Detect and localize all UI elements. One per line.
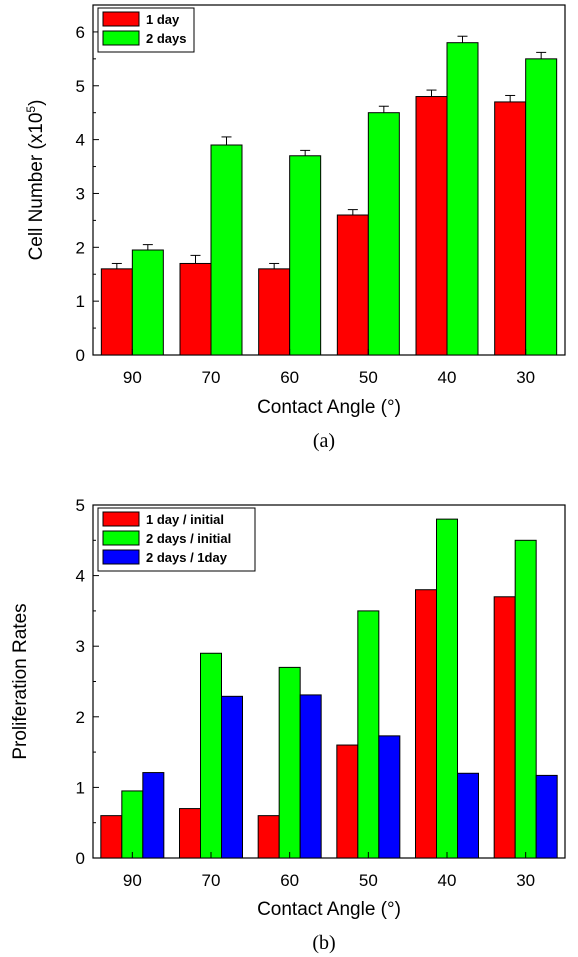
y-axis-title-superscript: 5 bbox=[24, 106, 38, 113]
bar-2-days-1day-30 bbox=[535, 774, 558, 859]
bar-1-day-initial-30 bbox=[493, 596, 516, 859]
bar-1-day-50 bbox=[336, 214, 369, 356]
y-axis-title-main: Proliferation Rates bbox=[10, 603, 31, 759]
bar-2-days-initial-90 bbox=[121, 790, 144, 859]
legend-swatch bbox=[102, 30, 140, 46]
y-tick-label: 6 bbox=[76, 23, 85, 42]
x-tick-label: 50 bbox=[359, 871, 378, 890]
y-tick-label: 5 bbox=[76, 496, 85, 515]
y-tick-label: 1 bbox=[76, 292, 85, 311]
bar-1-day-40 bbox=[415, 96, 448, 356]
y-axis-title-main: Cell Number (x10 bbox=[26, 113, 47, 261]
x-tick-label: 60 bbox=[280, 368, 299, 387]
y-tick-label: 5 bbox=[76, 77, 85, 96]
bar-1-day-60 bbox=[258, 268, 291, 356]
bar-2-days-40 bbox=[446, 42, 479, 356]
y-tick-label: 0 bbox=[76, 346, 85, 365]
y-axis-title: Proliferation Rates bbox=[10, 603, 31, 759]
bar-2-days-initial-30 bbox=[514, 539, 537, 859]
bar-2-days-50 bbox=[367, 112, 400, 356]
chart-a: 0 1 2 3 4 5 6 90 70 60 50 40 30 Contact Angle (°) Cell… bbox=[24, 4, 566, 452]
y-tick-label: 2 bbox=[76, 708, 85, 727]
legend-label: 2 days / initial bbox=[146, 531, 231, 546]
bar-1-day-30 bbox=[494, 101, 527, 356]
y-axis-title-tail: ) bbox=[26, 100, 47, 106]
y-tick-label: 0 bbox=[76, 849, 85, 868]
bar-1-day-initial-70 bbox=[179, 808, 201, 859]
y-tick-label: 4 bbox=[76, 567, 85, 586]
legend-label: 1 day bbox=[146, 12, 180, 27]
x-tick-label: 90 bbox=[123, 368, 142, 387]
y-tick-label: 3 bbox=[76, 184, 85, 203]
legend-swatch bbox=[102, 549, 140, 565]
bar-1-day-initial-40 bbox=[415, 589, 437, 859]
legend-label: 2 days / 1day bbox=[146, 550, 228, 565]
bar-1-day-70 bbox=[179, 262, 212, 356]
bar-2-days-30 bbox=[525, 58, 558, 356]
y-tick-label: 1 bbox=[76, 778, 85, 797]
y-tick-label: 4 bbox=[76, 131, 85, 150]
bar-1-day-initial-60 bbox=[257, 815, 280, 859]
y-tick-label: 2 bbox=[76, 238, 85, 257]
figure-caption: (a) bbox=[313, 430, 335, 452]
x-tick-label: 50 bbox=[359, 368, 378, 387]
plot-frame bbox=[92, 4, 566, 356]
legend-swatch bbox=[102, 511, 140, 527]
y-axis-title: Cell Number (x105) bbox=[24, 100, 47, 261]
bar-2-days-1day-90 bbox=[142, 772, 165, 859]
x-tick-label: 70 bbox=[202, 871, 221, 890]
x-tick-label: 30 bbox=[516, 368, 535, 387]
bar-1-day-initial-90 bbox=[100, 815, 123, 859]
legend-label: 1 day / initial bbox=[146, 512, 224, 527]
x-axis-title: Contact Angle (°) bbox=[257, 899, 401, 920]
x-tick-label: 40 bbox=[438, 871, 457, 890]
legend-swatch bbox=[102, 530, 140, 546]
bar-2-days-1day-40 bbox=[457, 772, 479, 859]
bar-2-days-1day-50 bbox=[378, 735, 401, 859]
bar-2-days-60 bbox=[289, 155, 322, 356]
bar-2-days-initial-40 bbox=[436, 518, 458, 859]
bar-2-days-1day-70 bbox=[221, 695, 243, 859]
x-tick-label: 40 bbox=[438, 368, 457, 387]
bar-1-day-90 bbox=[100, 268, 133, 356]
bar-2-days-initial-70 bbox=[200, 652, 222, 859]
x-axis-title: Contact Angle (°) bbox=[257, 397, 401, 418]
figure-caption: (b) bbox=[312, 932, 335, 954]
y-tick-label: 3 bbox=[76, 637, 85, 656]
bar-2-days-1day-60 bbox=[299, 694, 322, 859]
legend-swatch bbox=[102, 11, 140, 27]
legend-label: 2 days bbox=[146, 31, 186, 46]
bar-1-day-initial-50 bbox=[336, 744, 359, 859]
bar-2-days-initial-60 bbox=[278, 666, 301, 859]
bar-2-days-90 bbox=[131, 249, 164, 356]
bar-2-days-70 bbox=[210, 144, 243, 356]
x-tick-label: 90 bbox=[123, 871, 142, 890]
chart-b: 0 1 2 3 4 5 90 70 60 50 40 30 Contact Angle (°) Proli… bbox=[10, 496, 566, 954]
bar-2-days-initial-50 bbox=[357, 610, 380, 859]
x-tick-label: 60 bbox=[280, 871, 299, 890]
x-tick-label: 70 bbox=[202, 368, 221, 387]
x-tick-label: 30 bbox=[516, 871, 535, 890]
